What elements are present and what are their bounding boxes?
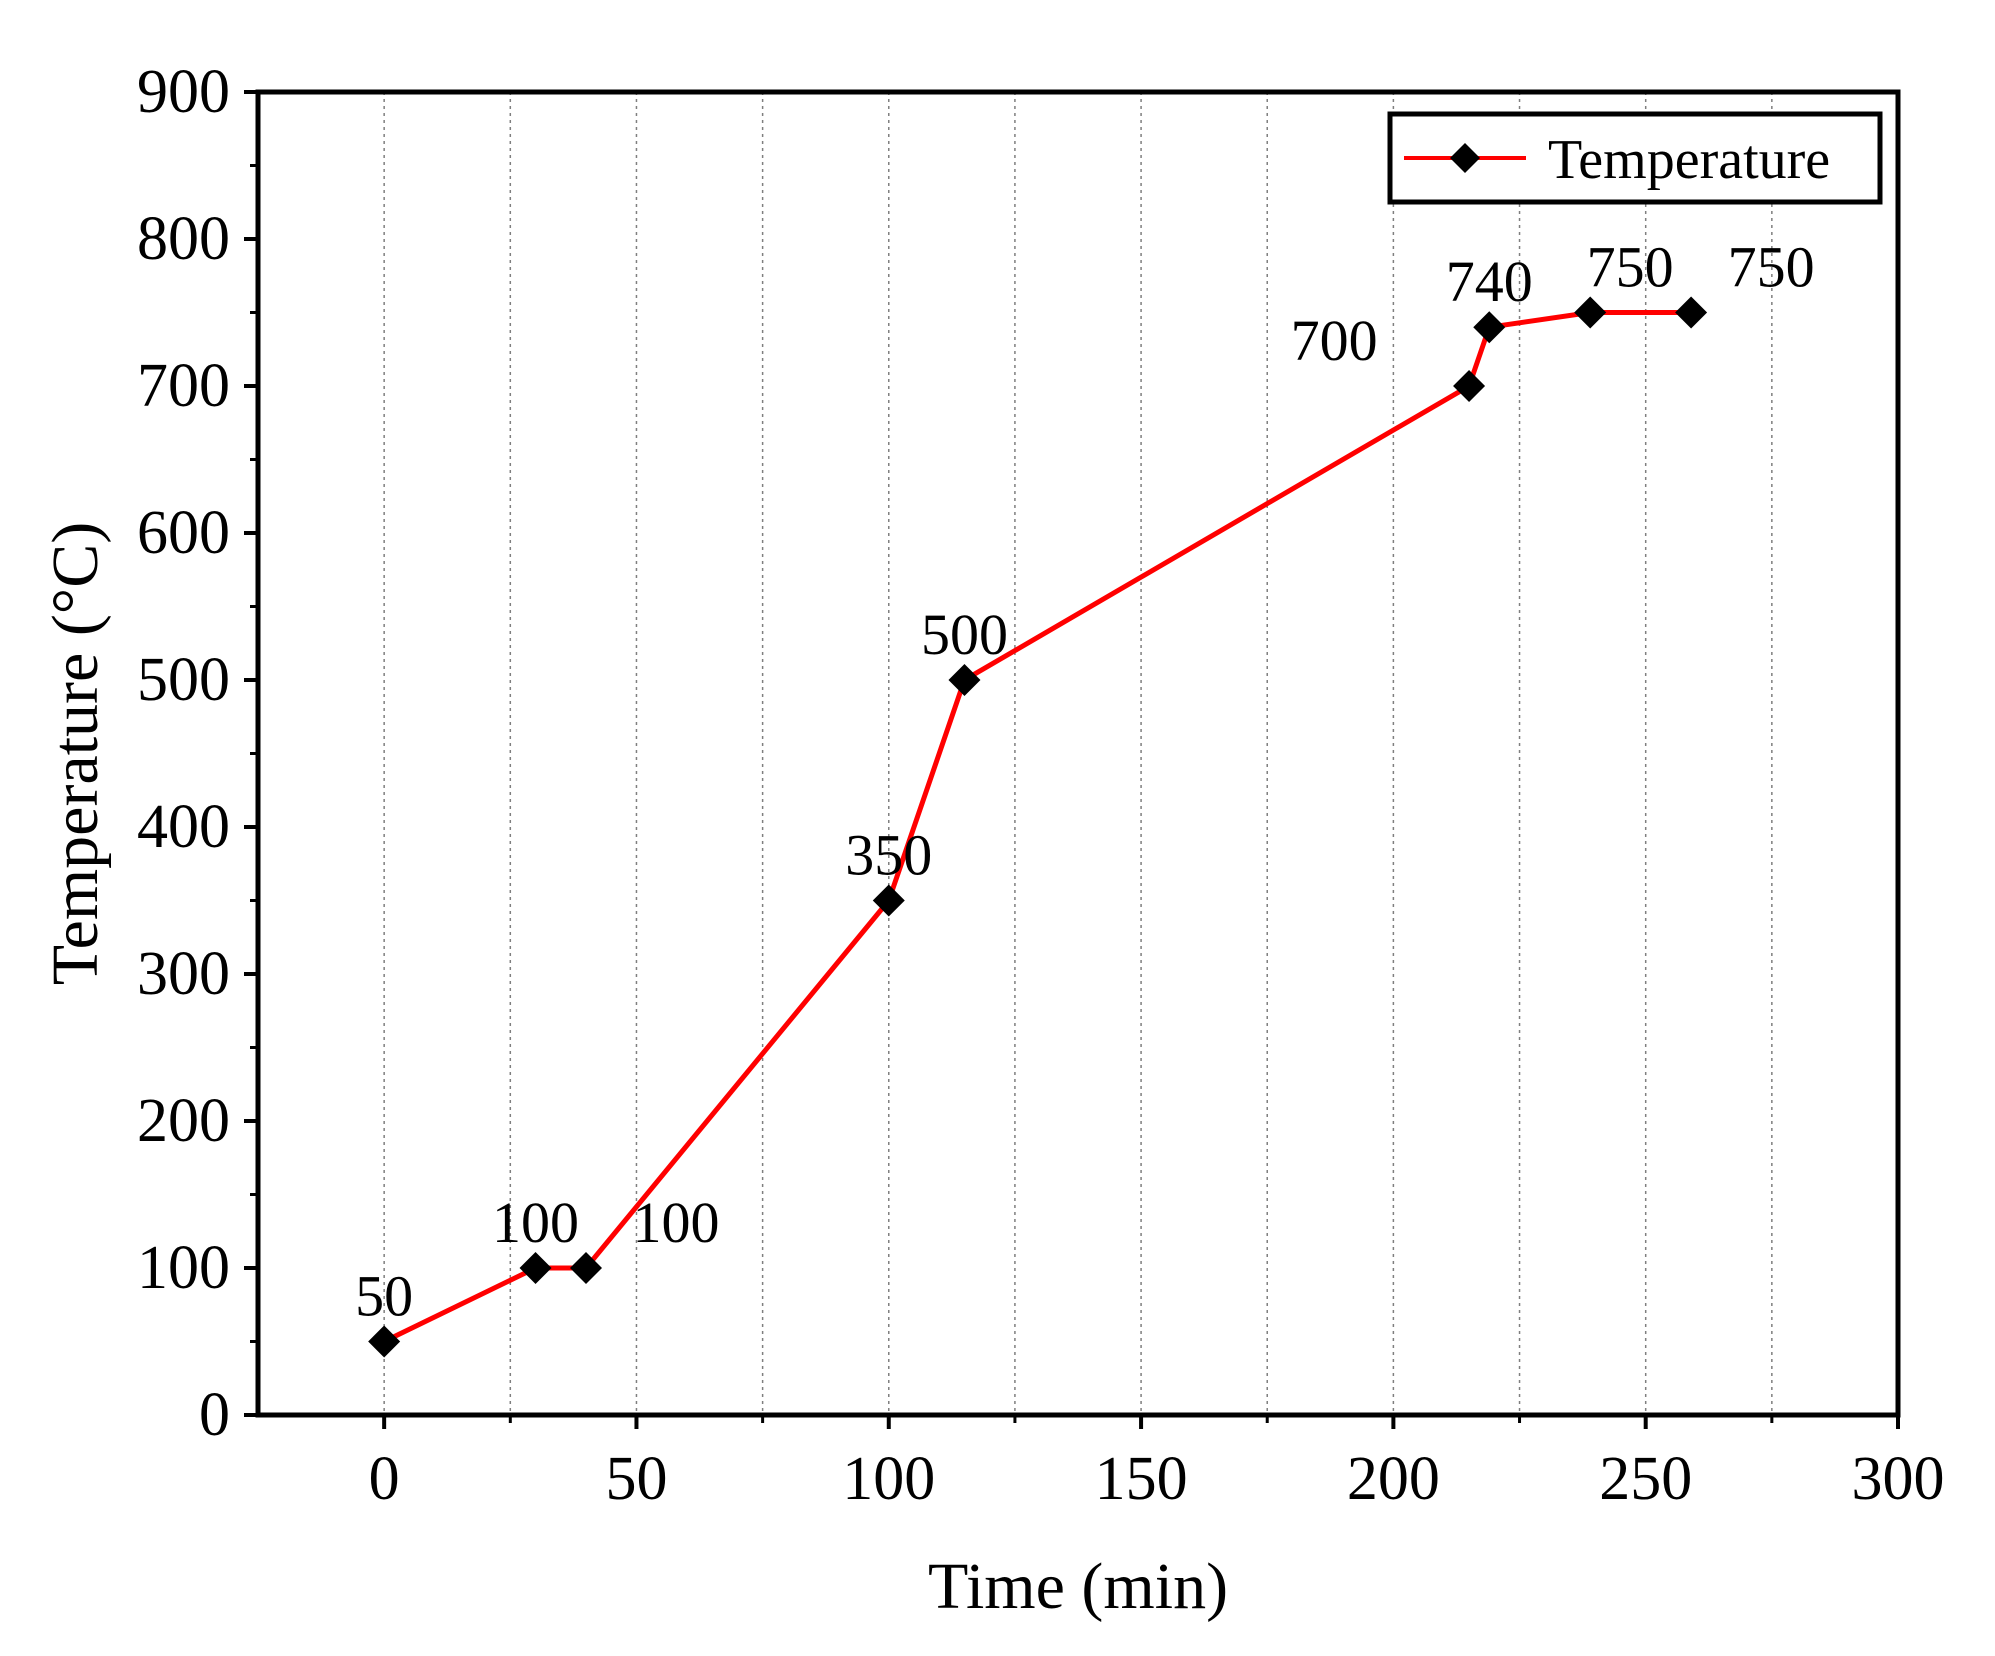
data-point-label-0: 50 xyxy=(355,1264,413,1329)
data-point-label-6: 740 xyxy=(1446,249,1533,314)
data-point-marker-1 xyxy=(519,1252,552,1284)
y-tick-label-500: 500 xyxy=(137,646,230,714)
data-point-label-8: 750 xyxy=(1728,235,1815,300)
y-tick-label-800: 800 xyxy=(137,205,230,273)
data-point-marker-6 xyxy=(1473,311,1506,344)
y-tick-label-300: 300 xyxy=(137,940,230,1008)
x-tick-label-50: 50 xyxy=(605,1445,667,1513)
data-point-marker-5 xyxy=(1453,370,1486,402)
x-tick-label-150: 150 xyxy=(1095,1445,1188,1513)
x-tick-label-250: 250 xyxy=(1599,1445,1692,1513)
data-labels: 50 100 100 350 500 700 740 750 750 xyxy=(355,235,1814,1329)
legend: Temperature xyxy=(1387,111,1883,205)
axis-ticks: 0 50 100 150 200 250 300 0 100 200 300 400 500 600 700… xyxy=(137,58,1945,1513)
y-tick-label-600: 600 xyxy=(137,499,230,567)
series-line-temperature xyxy=(383,310,1692,1344)
y-axis-title: Temperature (°C) xyxy=(39,522,112,985)
y-tick-label-700: 700 xyxy=(137,352,230,420)
data-point-marker-4 xyxy=(948,664,981,696)
x-tick-label-200: 200 xyxy=(1347,1445,1440,1513)
series-temperature xyxy=(368,296,1708,1358)
data-point-label-3: 350 xyxy=(845,823,932,888)
data-point-marker-3 xyxy=(872,884,905,917)
data-point-marker-2 xyxy=(570,1252,602,1284)
y-tick-label-900: 900 xyxy=(137,58,230,126)
x-tick-label-100: 100 xyxy=(842,1445,935,1513)
data-point-label-7: 750 xyxy=(1587,235,1674,300)
x-axis-title: Time (min) xyxy=(928,1550,1228,1623)
grid-lines xyxy=(383,92,1773,1415)
data-point-label-1: 100 xyxy=(492,1190,579,1255)
data-point-marker-8 xyxy=(1675,296,1708,329)
x-tick-label-300: 300 xyxy=(1852,1445,1945,1513)
legend-label: Temperature xyxy=(1548,129,1830,191)
y-tick-label-400: 400 xyxy=(137,793,230,861)
y-tick-label-200: 200 xyxy=(137,1087,230,1155)
x-tick-label-0: 0 xyxy=(369,1445,400,1513)
data-point-label-4: 500 xyxy=(921,602,1008,667)
y-tick-label-100: 100 xyxy=(137,1234,230,1302)
data-point-marker-0 xyxy=(368,1325,401,1358)
data-point-label-5: 700 xyxy=(1291,308,1378,373)
data-point-label-2: 100 xyxy=(633,1190,720,1255)
y-tick-label-0: 0 xyxy=(199,1381,230,1449)
data-point-marker-7 xyxy=(1574,296,1607,329)
legend-diamond-marker xyxy=(1450,143,1480,173)
